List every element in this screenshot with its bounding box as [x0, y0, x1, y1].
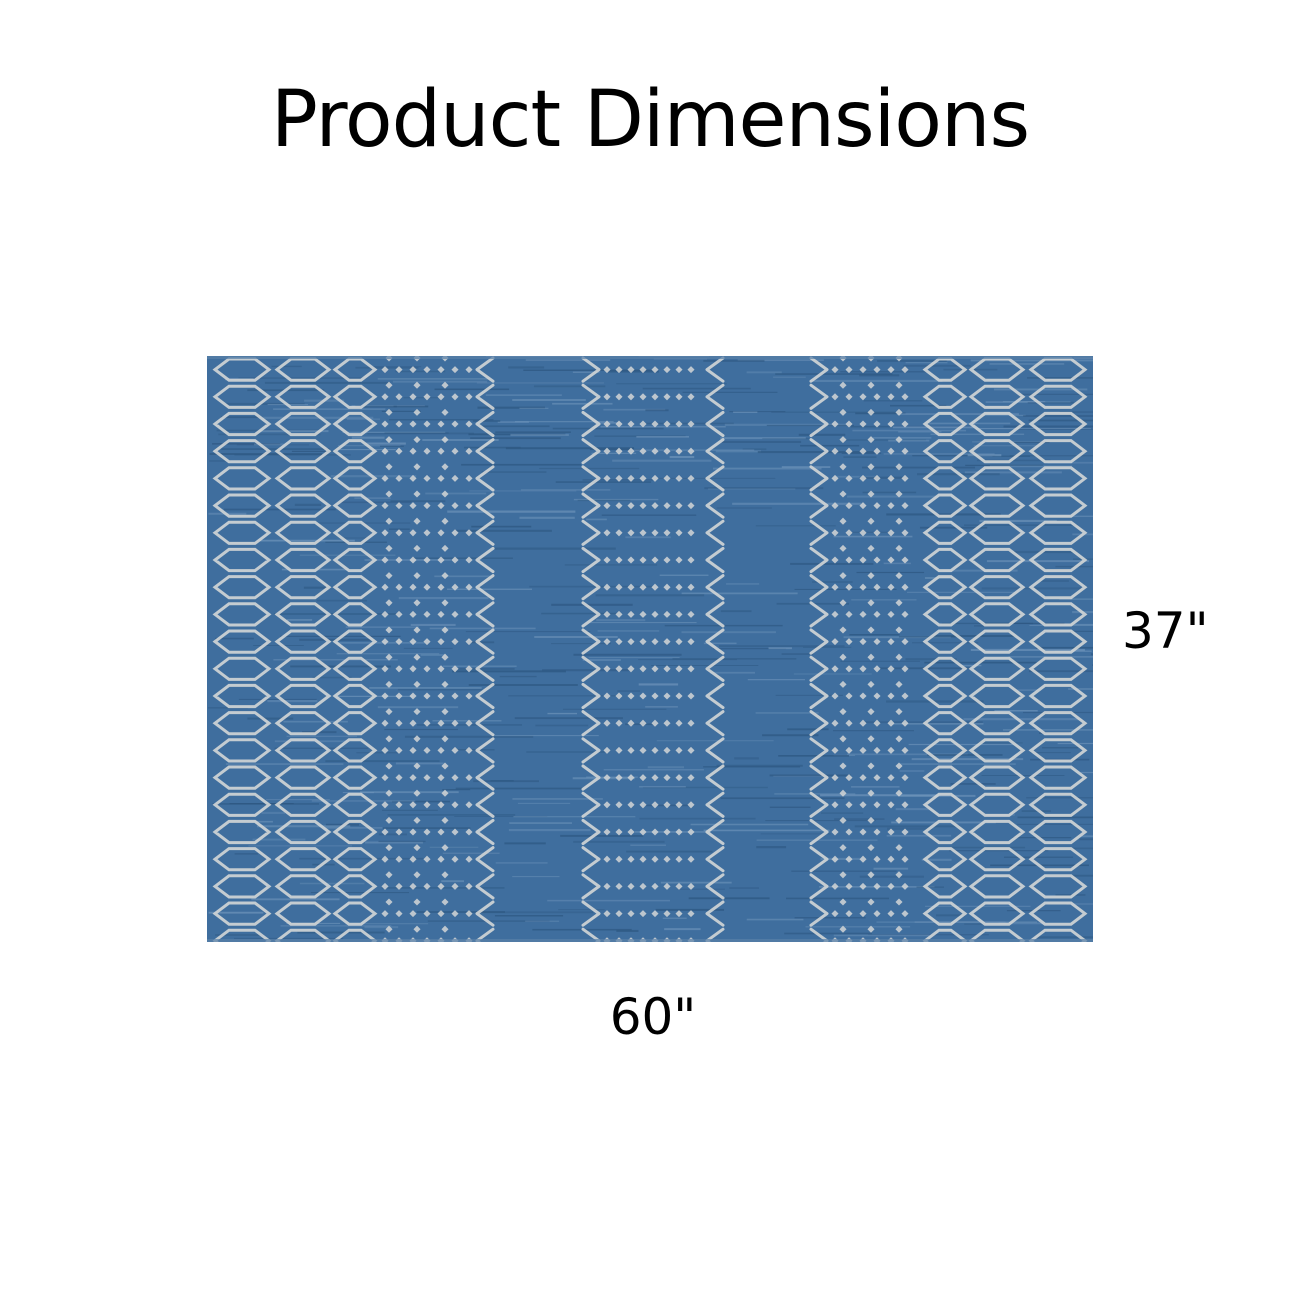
rug-image: [207, 356, 1093, 942]
width-label: 60": [609, 988, 697, 1046]
page-title: Product Dimensions: [270, 75, 1030, 165]
height-label: 37": [1122, 602, 1209, 660]
rug-pattern: [207, 356, 1093, 942]
